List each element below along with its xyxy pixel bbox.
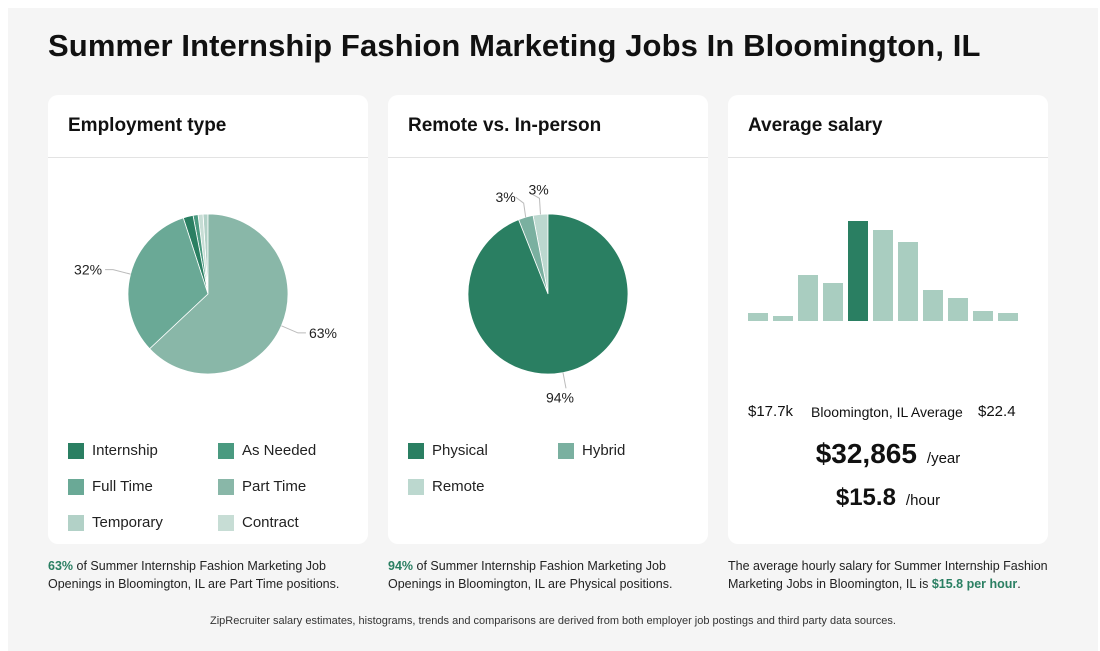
page-frame: Summer Internship Fashion Marketing Jobs… — [8, 8, 1098, 651]
pie-data-label: 3% — [528, 181, 548, 197]
remote-card-title: Remote vs. In-person — [408, 115, 602, 136]
footer-note: ZipRecruiter salary estimates, histogram… — [210, 615, 896, 627]
average-salary-card: Average salary $17.7k Bloomington, IL Av… — [728, 95, 1048, 544]
remote-vs-inperson-card: Remote vs. In-person 3% 3% 94% Physical Hy… — [388, 95, 708, 544]
histogram-bar — [898, 242, 918, 321]
pie-data-label: 63% — [309, 325, 337, 341]
histogram-bar — [823, 283, 843, 321]
employment-caption: 63% of Summer Internship Fashion Marketi… — [48, 557, 368, 593]
legend-label: Part Time — [242, 478, 307, 495]
remote-pie-chart: 3% 3% 94% — [467, 181, 629, 405]
histogram-bar — [948, 298, 968, 321]
pie-label-leader — [562, 372, 567, 389]
remote-caption: 94% of Summer Internship Fashion Marketi… — [388, 557, 708, 593]
caption-text: of Summer Internship Fashion Marketing J… — [388, 559, 673, 591]
legend-label: Full Time — [92, 478, 153, 495]
pie-label-leader — [532, 193, 541, 215]
legend-swatch — [558, 442, 574, 459]
legend-label: Hybrid — [582, 442, 626, 459]
salary-histogram — [748, 221, 1018, 321]
legend-label: Temporary — [92, 514, 163, 531]
legend-part-time: Part Time — [218, 478, 306, 495]
histogram-bar — [773, 316, 793, 321]
pie-slice-physical — [467, 213, 629, 375]
legend-as-needed: As Needed — [218, 442, 316, 459]
divider — [728, 157, 1048, 158]
histogram-bar — [848, 221, 868, 321]
divider — [388, 157, 708, 158]
pie-data-label: 3% — [495, 189, 515, 205]
pie-data-label: 94% — [546, 389, 574, 405]
pie-label-leader — [281, 325, 306, 334]
legend-swatch — [408, 442, 424, 459]
legend-label: Contract — [242, 514, 299, 531]
salary-hourly: $15.8/hour — [728, 484, 1048, 512]
legend-temporary: Temporary — [68, 514, 163, 531]
salary-caption: The average hourly salary for Summer Int… — [728, 557, 1048, 593]
page-title: Summer Internship Fashion Marketing Jobs… — [48, 28, 981, 63]
salary-average-label: Bloomington, IL Average — [811, 404, 963, 420]
legend-internship: Internship — [68, 442, 158, 459]
legend-physical: Physical — [408, 442, 488, 459]
legend-swatch — [408, 478, 424, 495]
histogram-bar — [798, 275, 818, 321]
legend-swatch — [68, 514, 84, 531]
legend-swatch — [218, 514, 234, 531]
histogram-bar — [998, 313, 1018, 321]
salary-hourly-unit: /hour — [905, 492, 941, 509]
pie-data-label: 32% — [74, 262, 102, 278]
legend-swatch — [218, 442, 234, 459]
legend-label: Internship — [92, 442, 158, 459]
caption-highlight: 63% — [48, 559, 74, 573]
salary-card-title: Average salary — [748, 115, 883, 136]
salary-max-label: $22.4 — [978, 403, 1016, 420]
legend-swatch — [68, 478, 84, 495]
legend-swatch — [68, 442, 84, 459]
employment-card-title: Employment type — [68, 115, 227, 136]
caption-highlight: 94% — [388, 559, 414, 573]
salary-yearly-unit: /year — [926, 450, 961, 467]
legend-label: Remote — [432, 478, 485, 495]
legend-full-time: Full Time — [68, 478, 153, 495]
salary-yearly-value: $32,865 — [815, 438, 917, 469]
histogram-bar — [923, 290, 943, 321]
caption-text-end: . — [1017, 577, 1021, 591]
legend-remote: Remote — [408, 478, 485, 495]
pie-label-leader — [105, 269, 131, 275]
legend-label: As Needed — [242, 442, 317, 459]
employment-type-card: Employment type 32% 63% Internship As Nee… — [48, 95, 368, 544]
caption-text: The average hourly salary for Summer Int… — [728, 559, 1048, 591]
employment-pie-chart: 32% 63% — [74, 213, 337, 375]
salary-hourly-value: $15.8 — [835, 484, 896, 511]
legend-contract: Contract — [218, 514, 299, 531]
histogram-bar — [973, 311, 993, 321]
caption-text: of Summer Internship Fashion Marketing J… — [48, 559, 340, 591]
salary-yearly: $32,865/year — [728, 438, 1048, 470]
caption-highlight: $15.8 per hour — [931, 577, 1018, 591]
divider — [48, 157, 368, 158]
pie-slice-full-time — [127, 217, 209, 350]
pie-slice-part-time — [149, 213, 289, 375]
legend-hybrid: Hybrid — [558, 442, 625, 459]
legend-swatch — [218, 478, 234, 495]
histogram-bar — [873, 230, 893, 321]
pie-label-leader — [515, 196, 527, 218]
histogram-bar — [748, 313, 768, 321]
salary-min-label: $17.7k — [748, 403, 794, 420]
legend-label: Physical — [432, 442, 488, 459]
